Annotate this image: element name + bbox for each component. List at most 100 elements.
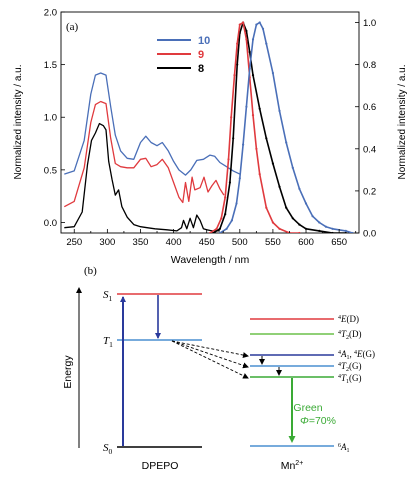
host-name: DPEPO (142, 460, 179, 472)
data-point (304, 202, 308, 205)
data-point (251, 38, 255, 41)
data-point (291, 166, 294, 169)
x-tick-label: 300 (99, 237, 115, 248)
data-point (224, 196, 227, 199)
panel-a-chart: 250 300 350 400 450 500 550 600 650 0.0 0.5 1.0 1.5 2… (13, 8, 408, 267)
data-point (265, 42, 268, 45)
label-4T2-G: 4T2(G) (338, 361, 362, 373)
data-point (261, 27, 265, 30)
data-point (285, 206, 288, 209)
label-s0: S0 (103, 442, 113, 456)
data-point (351, 231, 354, 233)
data-point (242, 143, 245, 146)
data-point (255, 23, 258, 26)
data-point (245, 29, 248, 32)
series-9-excitation (63, 100, 225, 208)
data-point (271, 162, 274, 165)
data-point (224, 213, 227, 216)
data-point (248, 50, 251, 54)
data-point (278, 185, 281, 188)
data-point (278, 109, 281, 112)
data-point (227, 158, 230, 161)
legend-label-10: 10 (198, 35, 210, 47)
data-point (220, 217, 223, 220)
data-point (251, 74, 255, 77)
data-point (291, 217, 294, 220)
x-tick-label: 500 (232, 237, 248, 248)
data-point (344, 231, 347, 233)
data-point (278, 227, 281, 230)
y-right-tick-label: 0.8 (363, 60, 376, 71)
legend: 10 9 8 (157, 35, 210, 75)
data-point (236, 63, 239, 66)
data-point (245, 105, 248, 108)
series-10-emission (219, 21, 353, 233)
data-point (251, 114, 255, 117)
data-point (238, 23, 241, 26)
panel-b-label: (b) (84, 265, 97, 277)
label-4A1-4E-G: 4A1, 4E(G) (338, 349, 375, 361)
data-point (304, 227, 308, 230)
energy-label: Energy (62, 355, 74, 389)
series-8-excitation (64, 122, 220, 232)
series-9-emission (209, 21, 300, 233)
transfer-arrow-2 (171, 340, 249, 369)
data-point (318, 229, 321, 232)
x-tick-label: 450 (199, 237, 215, 248)
data-point (242, 21, 245, 24)
legend-label-8: 8 (198, 63, 204, 75)
data-point (248, 67, 251, 70)
y-right-tick-label: 0.0 (363, 229, 376, 240)
data-point (265, 206, 268, 209)
x-tick-label: 250 (66, 237, 82, 248)
data-point (344, 229, 347, 232)
label-4T1-G: 4T1(G) (338, 373, 362, 385)
y-right-tick-label: 1.0 (363, 18, 376, 29)
data-point (331, 227, 334, 230)
y-left-tick-label: 0.5 (44, 165, 57, 176)
data-point (208, 231, 212, 233)
data-point (285, 141, 288, 144)
transfer-arrow-1 (171, 340, 249, 358)
data-point (265, 137, 268, 140)
y-right-tick-label: 0.4 (363, 144, 376, 155)
phi-label: Φ=70% (300, 415, 336, 427)
data-point (255, 147, 258, 150)
label-4T2-D: 4T2(D) (338, 329, 362, 341)
data-point (230, 219, 233, 222)
data-point (311, 215, 314, 218)
label-s1: S1 (103, 289, 113, 303)
legend-label-9: 9 (198, 49, 204, 61)
green-label: Green (293, 402, 322, 414)
y-axis-label-left: Normalized intensity / a.u. (13, 64, 24, 179)
data-point (258, 107, 261, 110)
data-point (271, 221, 274, 224)
data-point (298, 223, 301, 226)
x-tick-label: 400 (166, 237, 182, 248)
data-point (318, 221, 321, 224)
data-point (235, 202, 238, 205)
y-left-tick-label: 0.0 (44, 218, 57, 229)
data-point (218, 227, 221, 230)
data-point (258, 173, 261, 176)
label-4E-D: 4E(D) (338, 314, 359, 324)
x-axis-label: Wavelength / nm (171, 254, 250, 266)
data-point (298, 187, 301, 190)
mn-name: Mn2+ (281, 460, 304, 472)
x-tick-label: 550 (265, 237, 281, 248)
data-point (238, 177, 241, 180)
y-right-tick-label: 0.2 (363, 186, 376, 197)
data-point (232, 137, 235, 140)
data-point (324, 225, 327, 228)
x-tick-label: 600 (298, 237, 314, 248)
panel-a-label: (a) (66, 21, 79, 33)
label-6A1: 6A1 (338, 442, 350, 454)
series-10-excitation (64, 72, 241, 176)
y-right-tick-label: 0.6 (363, 102, 376, 113)
data-point (271, 71, 274, 75)
label-t1: T1 (103, 335, 113, 349)
data-point (245, 38, 248, 41)
y-left-tick-label: 1.5 (44, 60, 57, 71)
data-point (225, 227, 228, 230)
